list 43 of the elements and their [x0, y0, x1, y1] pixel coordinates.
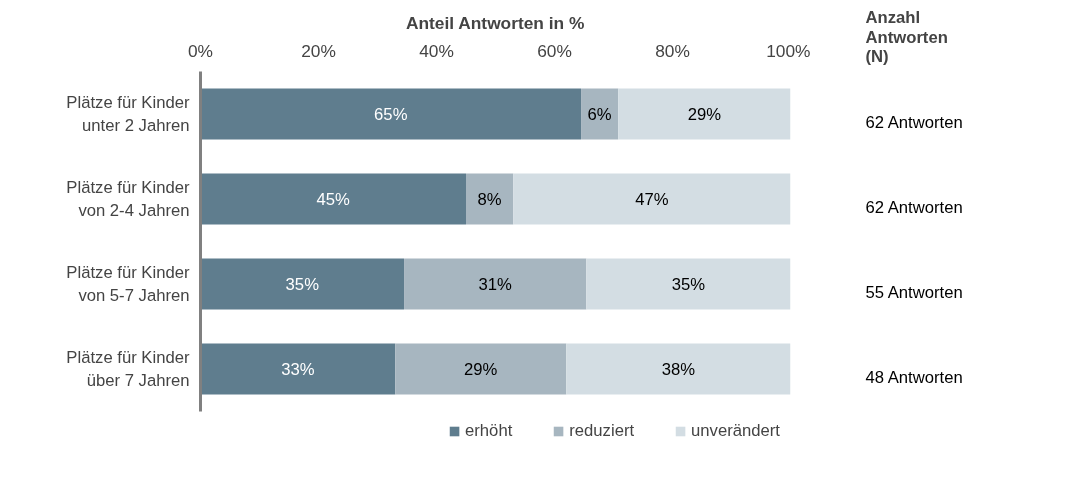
text: 48 Antworten	[865, 368, 963, 387]
data-label: 6%	[587, 104, 612, 124]
bar	[395, 343, 567, 395]
x-tick-label: 60%	[537, 40, 572, 61]
text: 55 Antworten	[865, 283, 963, 302]
data-label: 33%	[281, 359, 315, 379]
bar	[200, 88, 582, 140]
y-tick-label: Plätze für Kinder von 2-4 Jahren	[66, 178, 190, 220]
x-axis-title: Anteil Antworten in %	[405, 12, 585, 33]
text: 62 Antworten	[865, 113, 963, 132]
data-label: 47%	[635, 189, 669, 209]
bar	[586, 258, 791, 310]
legend-label: erhöht	[465, 421, 513, 441]
data-label: 29%	[687, 104, 722, 124]
bar	[566, 343, 791, 395]
x-tick-label: 40%	[419, 40, 454, 61]
data-label: 29%	[464, 359, 498, 379]
bar	[200, 343, 396, 395]
data-label: 45%	[316, 189, 351, 209]
legend-label: reduziert	[569, 421, 635, 441]
x-tick-label: 100%	[766, 40, 811, 61]
y-tick-label: Plätze für Kinder von 5-7 Jahren	[66, 263, 190, 305]
bar	[466, 173, 514, 225]
bar	[581, 88, 619, 140]
x-tick-label: 80%	[655, 40, 690, 61]
legend-label: unverändert	[691, 421, 780, 441]
x-tick-label: 0%	[187, 40, 214, 61]
text: Anzahl Antworten (N)	[865, 7, 948, 67]
y-tick-label: Plätze für Kinder über 7 Jahren	[66, 348, 190, 390]
data-label: 8%	[477, 189, 502, 209]
data-label: 35%	[285, 274, 320, 294]
bar	[200, 258, 405, 310]
data-label: 31%	[478, 274, 513, 294]
data-label: 35%	[671, 274, 706, 294]
text: 62 Antworten	[865, 198, 963, 217]
x-tick-label: 20%	[301, 40, 336, 61]
y-tick-label: Plätze für Kinder unter 2 Jahren	[66, 93, 190, 135]
data-label: 38%	[661, 359, 696, 379]
bar	[404, 258, 587, 310]
bar	[618, 88, 791, 140]
bar	[513, 173, 791, 225]
data-label: 65%	[374, 104, 408, 124]
bar	[200, 173, 466, 225]
